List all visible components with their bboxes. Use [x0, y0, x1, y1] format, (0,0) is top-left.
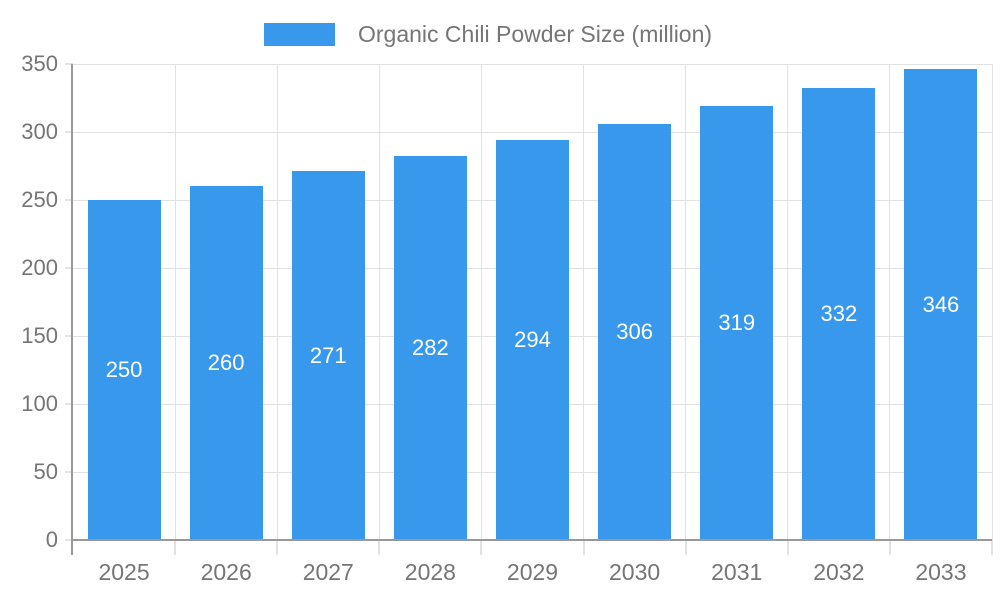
x-axis-line	[71, 539, 992, 541]
x-axis-tick-label: 2029	[506, 559, 559, 585]
x-axis-tick-label: 2033	[915, 559, 967, 585]
x-axis-tick	[888, 540, 891, 555]
x-axis-tick-label: 2032	[813, 559, 865, 585]
x-axis-tick-label: 2027	[302, 559, 354, 585]
bar-2031[interactable]: 319	[700, 106, 774, 540]
x-axis-tick-label: 2031	[711, 559, 763, 585]
x-axis-tick	[480, 540, 483, 555]
x-axis-tick-label: 2028	[404, 559, 456, 585]
y-axis-tick	[65, 539, 73, 541]
y-axis-tick	[65, 63, 73, 65]
bar-value-label: 294	[514, 327, 551, 353]
bar-value-label: 271	[309, 342, 347, 368]
bar-value-label: 346	[922, 291, 960, 317]
x-axis-tick	[174, 540, 177, 555]
v-gridline	[991, 64, 993, 540]
v-gridline	[787, 64, 789, 540]
legend-item[interactable]: Organic Chili Powder Size (million)	[264, 20, 712, 48]
bar-value-label: 332	[820, 301, 858, 327]
y-axis-tick	[65, 267, 73, 269]
y-axis-tick	[65, 335, 73, 337]
bar-value-label: 250	[105, 357, 143, 382]
y-axis-tick-label: 200	[21, 255, 58, 280]
x-axis-tick-label: 2025	[98, 559, 150, 585]
bar-2025[interactable]: 250	[87, 200, 161, 540]
v-gridline	[583, 64, 585, 540]
y-axis-tick	[65, 471, 73, 473]
legend-swatch-icon	[264, 22, 335, 46]
y-axis-line	[71, 64, 73, 555]
x-axis-tick	[582, 540, 585, 555]
bar-2030[interactable]: 306	[598, 123, 672, 540]
y-axis-tick-label: 350	[21, 51, 58, 76]
y-axis-tick-label: 100	[21, 391, 58, 416]
bar-2029[interactable]: 294	[496, 140, 569, 540]
y-axis-tick	[65, 403, 73, 405]
y-axis-tick-label: 250	[21, 187, 58, 212]
bar-value-label: 260	[207, 350, 245, 376]
y-axis-tick-label: 0	[45, 527, 58, 552]
bar-2026[interactable]: 260	[189, 186, 263, 540]
v-gridline	[480, 64, 482, 540]
bar-2033[interactable]: 346	[904, 69, 978, 540]
bar-value-label: 319	[718, 310, 756, 336]
bar-2032[interactable]: 332	[802, 88, 876, 540]
y-axis-tick-label: 150	[21, 323, 58, 348]
y-axis-tick-label: 300	[21, 119, 58, 144]
legend-label: Organic Chili Powder Size (million)	[358, 20, 713, 47]
v-gridline	[174, 64, 176, 540]
bar-value-label: 282	[412, 335, 449, 361]
x-axis-tick	[991, 540, 993, 555]
bar-2028[interactable]: 282	[393, 156, 467, 540]
v-gridline	[685, 64, 687, 540]
x-axis-tick	[378, 540, 381, 555]
x-axis-tick	[684, 540, 687, 555]
x-axis-tick-label: 2026	[200, 559, 252, 585]
v-gridline	[378, 64, 380, 540]
v-gridline	[276, 64, 278, 540]
y-axis-tick	[65, 199, 73, 201]
x-axis-tick-label: 2030	[609, 559, 661, 585]
h-gridline	[73, 63, 992, 65]
h-gridline	[73, 131, 992, 133]
y-axis-tick	[65, 131, 73, 133]
x-axis-tick	[276, 540, 279, 555]
x-axis-tick	[786, 540, 789, 555]
y-axis-tick-label: 50	[33, 459, 58, 484]
bar-value-label: 306	[616, 318, 653, 344]
bar-2027[interactable]: 271	[291, 171, 365, 540]
v-gridline	[889, 64, 891, 540]
